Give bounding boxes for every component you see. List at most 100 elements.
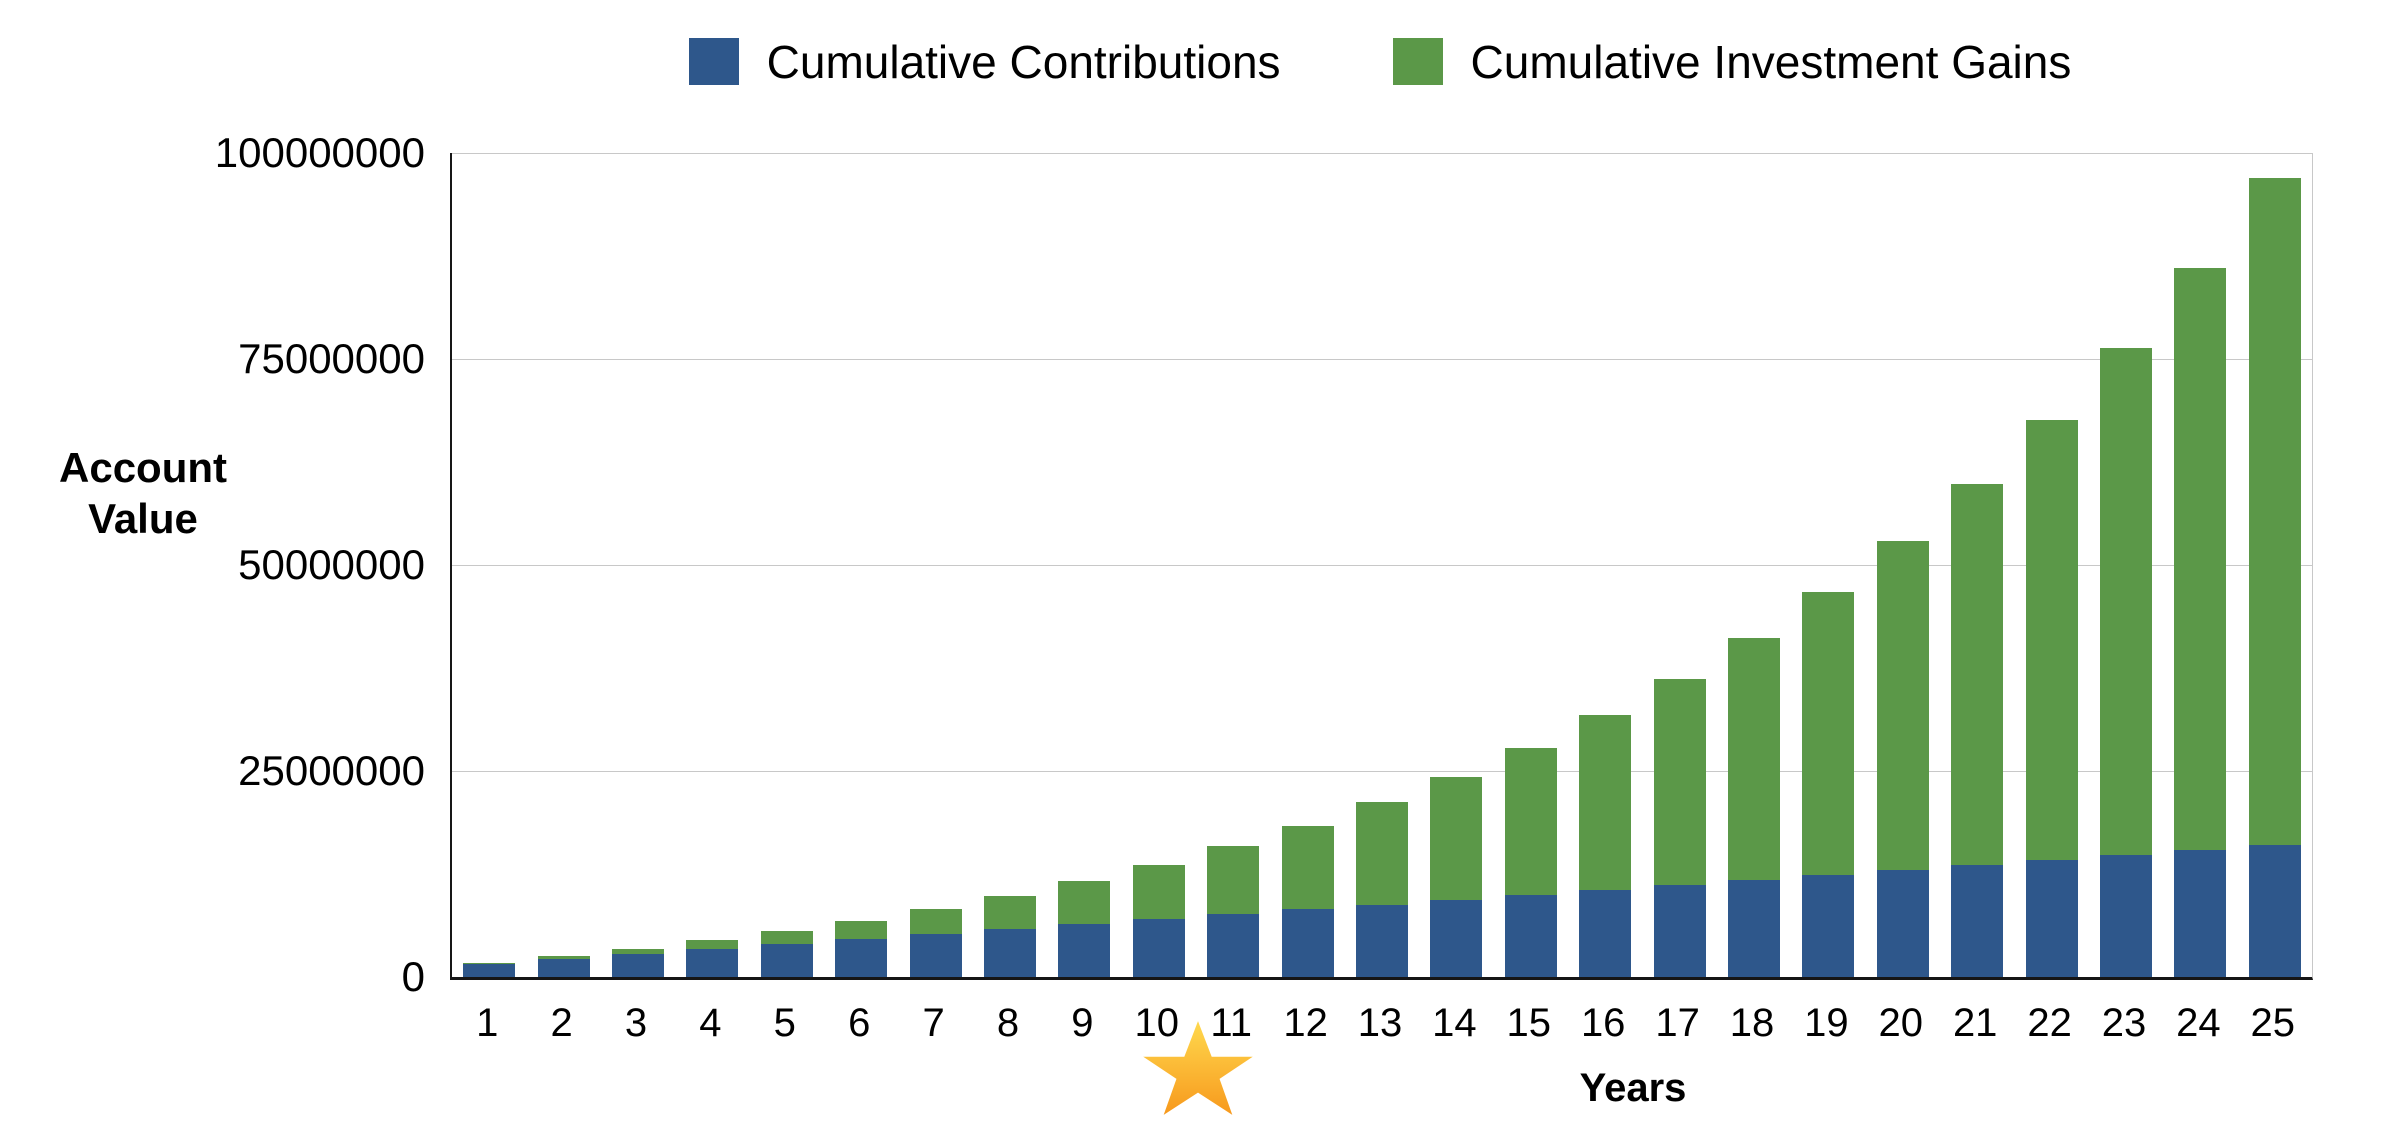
- x-tick-label-16: 16: [1580, 1001, 1626, 1045]
- bar-year-12: [1281, 825, 1334, 977]
- x-tick-label-25: 25: [2250, 1001, 2296, 1045]
- legend-item-contributions: Cumulative Contributions: [688, 35, 1281, 88]
- bar-segment-contributions-year-18: [1728, 879, 1780, 977]
- x-axis-title: Years: [1579, 1066, 1687, 1110]
- bar-segment-contributions-year-8: [984, 929, 1036, 977]
- bar-segment-gains-year-24: [2174, 267, 2227, 851]
- legend-label-contributions: Cumulative Contributions: [766, 35, 1281, 88]
- bar-segment-contributions-year-9: [1058, 924, 1111, 977]
- x-tick-label-18: 18: [1729, 1001, 1775, 1045]
- x-tick-label-22: 22: [2027, 1001, 2072, 1045]
- bar-segment-contributions-year-23: [2100, 855, 2152, 977]
- gridline-50000000: [452, 565, 2312, 566]
- gridline-25000000: [452, 771, 2312, 772]
- bar-segment-gains-year-8: [984, 895, 1036, 930]
- bar-segment-gains-year-21: [1951, 484, 2004, 865]
- bar-segment-gains-year-19: [1802, 592, 1855, 875]
- bar-segment-contributions-year-1: [463, 963, 516, 977]
- bar-year-7: [909, 908, 962, 977]
- bar-segment-contributions-year-20: [1876, 869, 1929, 977]
- legend-item-gains: Cumulative Investment Gains: [1392, 35, 2072, 88]
- bar-year-20: [1876, 541, 1929, 977]
- bar-segment-gains-year-6: [835, 920, 888, 940]
- bar-segment-contributions-year-6: [835, 939, 888, 977]
- x-tick-label-2: 2: [550, 1001, 573, 1045]
- star-icon: [1143, 1021, 1253, 1115]
- bar-year-17: [1653, 678, 1706, 977]
- bar-year-4: [686, 940, 739, 977]
- x-tick-label-19: 19: [1804, 1001, 1849, 1045]
- x-tick-label-5: 5: [773, 1001, 796, 1045]
- bar-year-16: [1579, 715, 1632, 977]
- bar-year-14: [1430, 776, 1483, 977]
- bar-segment-contributions-year-21: [1951, 864, 2004, 977]
- legend-label-gains: Cumulative Investment Gains: [1470, 35, 2072, 88]
- x-tick-label-7: 7: [922, 1001, 945, 1045]
- gains-swatch-icon: [1392, 38, 1443, 85]
- x-tick-label-12: 12: [1283, 1001, 1328, 1045]
- bar-segment-contributions-year-22: [2025, 860, 2078, 977]
- bar-segment-gains-year-20: [1876, 541, 1929, 870]
- bar-year-2: [537, 956, 590, 977]
- bar-year-3: [612, 948, 664, 977]
- bar-year-19: [1802, 592, 1855, 977]
- bar-year-8: [984, 895, 1036, 977]
- y-tick-label-100000000: 100000000: [214, 129, 425, 176]
- bar-year-11: [1207, 846, 1260, 977]
- bar-year-18: [1728, 638, 1780, 977]
- contributions-swatch-icon: [688, 38, 739, 85]
- bar-segment-contributions-year-10: [1132, 919, 1185, 977]
- bar-segment-gains-year-15: [1504, 747, 1557, 895]
- x-tick-label-17: 17: [1655, 1001, 1700, 1045]
- bar-segment-gains-year-16: [1579, 715, 1632, 890]
- y-axis-title: Account Value: [59, 444, 227, 543]
- bar-segment-gains-year-25: [2248, 177, 2301, 846]
- bar-year-25: [2248, 177, 2301, 977]
- bar-segment-gains-year-23: [2100, 348, 2152, 856]
- gridline-75000000: [452, 359, 2312, 360]
- bar-segment-contributions-year-5: [760, 944, 813, 977]
- bar-segment-gains-year-3: [612, 948, 664, 954]
- bar-segment-contributions-year-15: [1504, 894, 1557, 977]
- bar-year-10: [1132, 864, 1185, 977]
- bar-segment-gains-year-7: [909, 908, 962, 935]
- x-tick-label-23: 23: [2101, 1001, 2147, 1045]
- bar-segment-contributions-year-19: [1802, 874, 1855, 977]
- x-tick-label-8: 8: [996, 1001, 1020, 1045]
- x-tick-label-3: 3: [624, 1001, 648, 1045]
- bar-segment-contributions-year-25: [2248, 845, 2301, 977]
- bar-segment-contributions-year-14: [1430, 899, 1483, 977]
- y-tick-label-50000000: 50000000: [238, 541, 425, 588]
- x-tick-label-9: 9: [1071, 1001, 1094, 1045]
- bar-segment-gains-year-12: [1281, 825, 1334, 910]
- y-tick-label-75000000: 75000000: [238, 335, 425, 382]
- bar-year-15: [1504, 747, 1557, 977]
- bar-segment-contributions-year-7: [909, 934, 962, 977]
- bar-segment-gains-year-22: [2025, 419, 2078, 860]
- bar-segment-contributions-year-17: [1653, 884, 1706, 977]
- x-tick-label-4: 4: [699, 1001, 722, 1045]
- bar-segment-contributions-year-2: [537, 958, 590, 977]
- bar-segment-gains-year-13: [1356, 802, 1408, 905]
- y-tick-label-0: 0: [401, 953, 425, 1000]
- bar-year-5: [760, 931, 813, 977]
- bar-year-23: [2100, 348, 2152, 977]
- bar-year-6: [835, 920, 888, 977]
- x-tick-label-21: 21: [1952, 1001, 1998, 1045]
- bar-segment-gains-year-4: [686, 940, 739, 949]
- bar-segment-gains-year-10: [1132, 864, 1185, 920]
- bar-segment-gains-year-2: [537, 956, 590, 959]
- x-tick-label-14: 14: [1432, 1001, 1477, 1045]
- bar-segment-contributions-year-3: [612, 953, 664, 977]
- bar-year-9: [1058, 881, 1111, 977]
- x-tick-label-11: 11: [1210, 1001, 1252, 1045]
- x-tick-label-24: 24: [2176, 1001, 2221, 1045]
- bar-segment-gains-year-1: [463, 962, 516, 964]
- bar-year-1: [463, 962, 516, 977]
- x-tick-label-20: 20: [1878, 1001, 1924, 1045]
- x-tick-label-15: 15: [1506, 1001, 1552, 1045]
- bar-year-22: [2025, 419, 2078, 977]
- bar-segment-gains-year-11: [1207, 846, 1260, 915]
- x-tick-label-13: 13: [1357, 1001, 1403, 1045]
- legend: Cumulative Contributions Cumulative Inve…: [450, 38, 2310, 85]
